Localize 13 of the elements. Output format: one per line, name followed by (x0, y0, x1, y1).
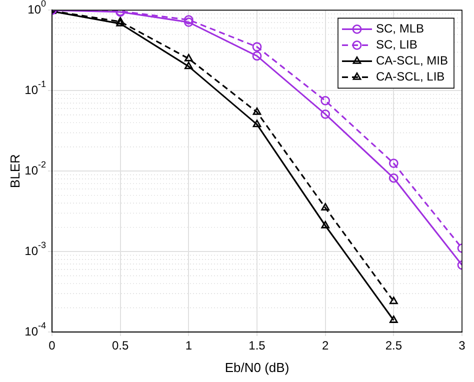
legend-label: CA-SCL, MIB (376, 54, 448, 68)
x-tick-label: 1.5 (248, 338, 266, 353)
x-axis-title: Eb/N0 (dB) (224, 360, 290, 375)
x-tick-label: 3 (458, 338, 466, 353)
y-axis-title: BLER (7, 154, 22, 188)
x-tick-label: 2.5 (385, 338, 402, 353)
x-tick-label: 0.5 (112, 338, 129, 353)
legend-label: SC, LIB (376, 38, 418, 52)
x-tick-label: 2 (322, 338, 329, 353)
x-tick-label: 1 (185, 338, 192, 353)
legend-label: CA-SCL, LIB (376, 70, 445, 84)
x-tick-label: 0 (48, 338, 56, 353)
legend-label: SC, MLB (376, 22, 424, 36)
